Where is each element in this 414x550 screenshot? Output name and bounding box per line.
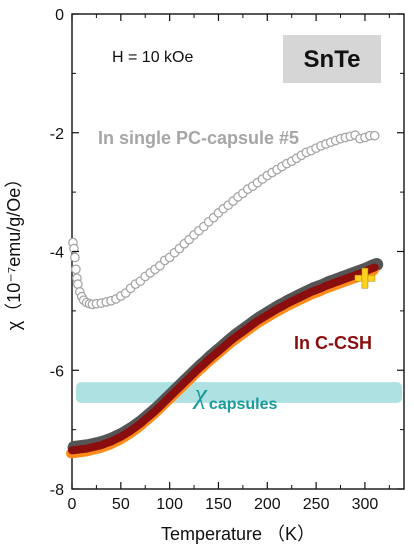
ccsh-point [137, 420, 144, 427]
ccsh-point [278, 303, 286, 310]
ccsh-point [225, 339, 232, 347]
ccsh-series [66, 258, 384, 459]
capsule-point [70, 252, 80, 263]
ccsh-point [264, 311, 271, 319]
y-tick-label: -8 [50, 482, 64, 499]
ccsh-point [112, 435, 120, 443]
ccsh-point [205, 356, 212, 363]
ccsh-point [332, 279, 339, 286]
y-axis-ticks: -8 -6 -4 -2 0 [50, 7, 404, 499]
ccsh-point [117, 433, 125, 440]
sample-label: SnTe [304, 46, 361, 73]
ccsh-point [308, 288, 315, 296]
ccsh-point [88, 444, 95, 451]
ccsh-point [229, 335, 237, 342]
ccsh-point [347, 273, 354, 281]
ccsh-point [273, 305, 281, 313]
ccsh-point [142, 416, 149, 423]
capsule-series-label: In single PC-capsule #5 [98, 128, 299, 148]
ccsh-point [371, 264, 378, 271]
capsules-subscript: capsules [209, 396, 278, 413]
ccsh-point [93, 443, 100, 450]
ccsh-point [190, 370, 198, 377]
ccsh-point [210, 352, 217, 359]
ccsh-point [151, 408, 159, 415]
ccsh-point [195, 365, 203, 372]
ccsh-point [293, 295, 300, 303]
capsule-point [71, 264, 81, 275]
x-axis-ticks: 0 50 100 150 200 250 300 [68, 14, 390, 513]
ccsh-point [171, 389, 178, 396]
capsule-series [68, 130, 380, 310]
ccsh-point [83, 445, 90, 452]
ccsh-point [185, 374, 193, 382]
ccsh-point [127, 427, 134, 435]
ccsh-point [342, 275, 349, 283]
ccsh-point [249, 321, 256, 328]
x-tick-label: 100 [156, 496, 183, 513]
highlight-plus-marker [354, 267, 376, 289]
capsule-point [73, 279, 83, 290]
ccsh-point [244, 324, 251, 332]
y-tick-label: -4 [50, 245, 64, 262]
ccsh-point [259, 314, 266, 322]
ccsh-point [161, 398, 168, 405]
ccsh-point [146, 412, 154, 419]
capsules-band-label: χ capsules [192, 379, 278, 413]
ccsh-series-label: In C-CSH [294, 333, 372, 353]
ccsh-point [215, 348, 222, 355]
ccsh-point [181, 379, 188, 386]
ccsh-point [220, 343, 227, 351]
ccsh-point [102, 440, 110, 447]
capsules-band [76, 382, 402, 403]
ccsh-point [78, 446, 85, 453]
ccsh-point [234, 332, 242, 339]
ccsh-point [98, 441, 105, 449]
plot-frame [71, 13, 405, 490]
ccsh-point [303, 291, 310, 298]
ccsh-point [132, 424, 139, 431]
ccsh-point [288, 298, 295, 305]
x-axis-title: Temperature （K） [161, 524, 315, 544]
x-tick-label: 250 [303, 496, 330, 513]
y-tick-label: 0 [55, 7, 64, 24]
ccsh-point [200, 361, 208, 368]
ccsh-point [254, 317, 261, 325]
ccsh-point [322, 282, 330, 290]
ccsh-point [239, 328, 247, 335]
ccsh-point [156, 403, 164, 410]
x-tick-label: 300 [352, 496, 379, 513]
ccsh-point [107, 438, 115, 445]
chi-symbol: χ [192, 379, 208, 410]
ccsh-point [337, 277, 344, 284]
x-tick-label: 50 [112, 496, 130, 513]
x-tick-label: 200 [254, 496, 281, 513]
ccsh-point [317, 285, 325, 292]
sample-label-box [283, 35, 381, 83]
ccsh-point [73, 446, 81, 454]
ccsh-point [283, 300, 291, 307]
y-tick-label: -2 [50, 126, 64, 143]
ccsh-point [166, 393, 173, 401]
field-label: H = 10 kOe [112, 49, 193, 66]
ccsh-point [176, 384, 183, 391]
ccsh-point [68, 447, 76, 454]
capsule-point [369, 130, 380, 141]
ccsh-point [122, 430, 129, 437]
plus-vertical [361, 267, 369, 289]
ccsh-point [298, 293, 305, 300]
ccsh-point [268, 308, 276, 316]
y-axis-title: χ（10⁻⁷emu/g/Oe） [4, 170, 24, 331]
x-tick-label: 150 [205, 496, 232, 513]
ccsh-point [327, 280, 334, 288]
y-tick-label: -6 [50, 363, 64, 380]
ccsh-point [312, 286, 320, 294]
x-tick-label: 0 [68, 496, 77, 513]
